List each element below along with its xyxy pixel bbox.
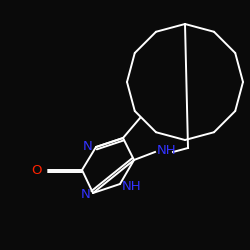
Text: NH: NH	[122, 180, 142, 194]
Text: N: N	[82, 140, 92, 152]
Text: O: O	[32, 164, 42, 176]
Text: NH: NH	[157, 144, 176, 158]
Text: N: N	[80, 188, 90, 202]
